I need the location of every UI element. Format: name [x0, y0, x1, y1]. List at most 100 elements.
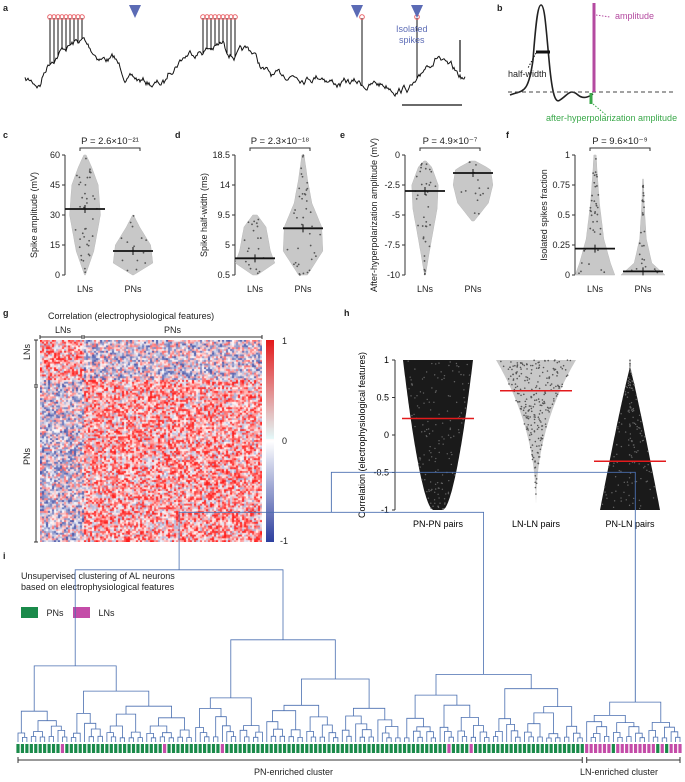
data-point	[298, 195, 301, 198]
leaf-ln	[163, 744, 167, 753]
leaf-pn	[234, 744, 238, 753]
data-point	[319, 233, 322, 236]
y-tick-label: -1	[381, 505, 389, 515]
data-point	[428, 168, 431, 171]
data-point	[554, 368, 557, 371]
data-point	[523, 393, 525, 396]
data-point	[252, 229, 255, 232]
data-point	[476, 199, 479, 202]
data-point	[85, 157, 87, 160]
data-point	[638, 507, 641, 510]
data-point	[628, 409, 630, 411]
data-point	[642, 200, 645, 203]
dendrogram-link	[137, 737, 143, 742]
cluster-label-pn: PN-enriched cluster	[254, 767, 334, 777]
data-point	[430, 170, 433, 173]
data-point	[641, 440, 644, 442]
data-point	[425, 220, 428, 223]
leaf-pn	[123, 744, 127, 753]
data-point	[453, 435, 455, 437]
data-point	[418, 407, 420, 409]
dendrogram-link	[297, 737, 303, 742]
dendrogram-link	[377, 719, 393, 742]
data-point	[502, 365, 505, 368]
data-point	[523, 387, 526, 389]
leaf-pn	[540, 744, 544, 753]
leaf-pn	[322, 744, 327, 753]
data-point	[422, 237, 425, 240]
data-point	[534, 399, 536, 402]
data-point	[631, 440, 633, 443]
data-point	[632, 497, 635, 500]
dendrogram-link	[30, 736, 37, 742]
data-point	[428, 245, 431, 248]
leaf-ln	[620, 744, 624, 753]
violin-body	[69, 154, 101, 276]
data-point	[583, 249, 586, 252]
data-point	[540, 404, 543, 407]
data-point	[513, 388, 516, 391]
data-point	[543, 402, 546, 404]
data-point	[566, 359, 569, 361]
data-point	[553, 387, 555, 389]
data-point	[578, 272, 580, 275]
data-point	[251, 223, 253, 226]
dendrogram-link	[243, 725, 260, 733]
data-point	[548, 377, 550, 380]
data-point	[514, 383, 517, 385]
data-point	[561, 385, 563, 388]
dendrogram-link	[504, 688, 559, 719]
data-point	[244, 260, 247, 263]
data-point	[424, 479, 426, 481]
leaf-pn	[491, 744, 495, 753]
data-point	[530, 407, 533, 410]
leaf-pn	[327, 744, 331, 753]
leaf-pn	[145, 744, 149, 753]
colorbar	[266, 340, 274, 542]
data-point	[529, 446, 532, 449]
half-width-label: half-width	[508, 69, 547, 79]
data-point	[511, 383, 513, 386]
data-point	[417, 462, 420, 465]
ahp-label: after-hyperpolarization amplitude	[546, 113, 678, 123]
data-point	[639, 427, 641, 429]
data-point	[554, 359, 556, 361]
data-point	[286, 248, 289, 251]
data-point	[632, 408, 634, 411]
data-point	[441, 482, 444, 485]
leaf-ln	[678, 744, 682, 753]
data-point	[547, 409, 549, 412]
data-point	[613, 462, 615, 464]
data-point	[243, 239, 246, 242]
data-point	[255, 222, 258, 225]
spike-marker	[67, 14, 73, 20]
data-point	[550, 383, 553, 385]
data-point	[426, 490, 428, 493]
data-point	[555, 392, 557, 395]
data-point	[594, 211, 597, 213]
data-point	[623, 491, 625, 494]
y-tick-label: 0.5	[217, 270, 230, 280]
leaf-pn	[309, 744, 313, 753]
data-point	[520, 368, 522, 370]
y-tick-label: 60	[50, 150, 60, 160]
data-point	[653, 486, 655, 488]
data-point	[549, 384, 552, 387]
data-point	[511, 368, 513, 371]
data-point	[301, 175, 304, 178]
data-point	[526, 376, 529, 379]
data-point	[520, 394, 522, 397]
data-point	[520, 405, 523, 408]
data-point	[311, 225, 313, 228]
leaf-pn	[16, 744, 20, 753]
data-point	[81, 196, 84, 199]
dendrogram-link	[50, 725, 62, 737]
leaf-pn	[140, 744, 145, 753]
data-point	[449, 427, 452, 429]
data-point	[538, 456, 540, 458]
data-point	[551, 403, 554, 406]
leaf-pn	[398, 744, 402, 753]
leaf-ln	[589, 744, 593, 753]
data-point	[293, 263, 295, 266]
leaf-pn	[20, 744, 25, 753]
